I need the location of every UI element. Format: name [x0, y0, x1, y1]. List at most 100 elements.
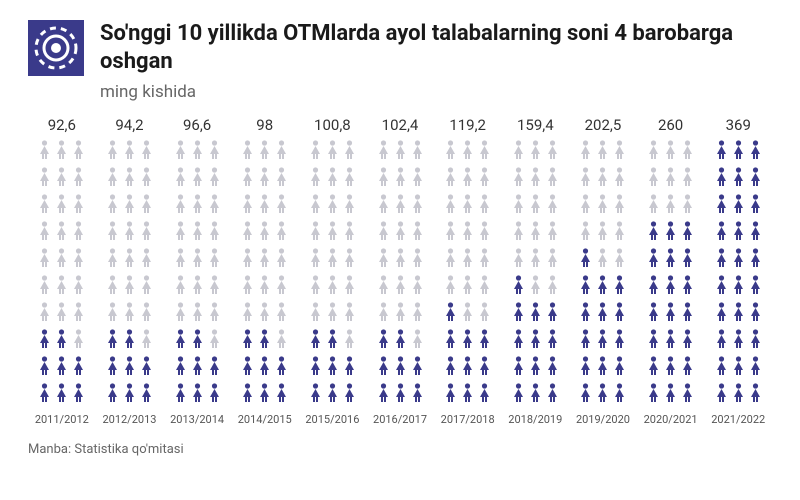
person-icon — [106, 221, 119, 245]
icon-grid — [512, 140, 559, 407]
person-icon — [191, 383, 204, 407]
person-icon — [478, 194, 491, 218]
person-icon — [512, 194, 525, 218]
person-icon — [38, 383, 51, 407]
person-icon — [596, 248, 609, 272]
person-icon — [377, 383, 390, 407]
person-icon — [664, 248, 677, 272]
person-icon — [326, 275, 339, 299]
person-icon — [241, 248, 254, 272]
person-icon — [72, 275, 85, 299]
person-icon — [461, 275, 474, 299]
value-label: 159,4 — [517, 116, 554, 134]
person-icon — [55, 356, 68, 380]
person-icon — [55, 167, 68, 191]
person-icon — [478, 356, 491, 380]
person-icon — [478, 140, 491, 164]
person-icon — [596, 221, 609, 245]
person-icon — [715, 383, 728, 407]
person-icon — [123, 383, 136, 407]
person-icon — [343, 167, 356, 191]
chart-column: 98 2014/2015 — [233, 116, 297, 426]
person-icon — [529, 167, 542, 191]
person-icon — [106, 329, 119, 353]
person-icon — [174, 383, 187, 407]
person-icon — [394, 194, 407, 218]
person-icon — [72, 329, 85, 353]
year-label: 2018/2019 — [508, 413, 562, 426]
person-icon — [444, 383, 457, 407]
person-icon — [732, 329, 745, 353]
person-icon — [174, 221, 187, 245]
person-icon — [579, 329, 592, 353]
person-icon — [241, 302, 254, 326]
person-icon — [394, 221, 407, 245]
person-icon — [681, 329, 694, 353]
header: So'nggi 10 yillikda OTMlarda ayol talaba… — [28, 20, 772, 76]
icon-grid — [444, 140, 491, 407]
person-icon — [444, 221, 457, 245]
person-icon — [55, 140, 68, 164]
person-icon — [732, 140, 745, 164]
person-icon — [647, 221, 660, 245]
person-icon — [461, 383, 474, 407]
person-icon — [55, 194, 68, 218]
person-icon — [258, 140, 271, 164]
person-icon — [38, 221, 51, 245]
person-icon — [140, 221, 153, 245]
icon-grid — [579, 140, 626, 407]
person-icon — [140, 167, 153, 191]
year-label: 2017/2018 — [441, 413, 495, 426]
person-icon — [579, 302, 592, 326]
person-icon — [579, 194, 592, 218]
person-icon — [613, 302, 626, 326]
person-icon — [343, 275, 356, 299]
year-label: 2014/2015 — [238, 413, 292, 426]
person-icon — [461, 302, 474, 326]
person-icon — [38, 329, 51, 353]
person-icon — [275, 383, 288, 407]
person-icon — [174, 167, 187, 191]
person-icon — [106, 275, 119, 299]
person-icon — [377, 248, 390, 272]
year-label: 2013/2014 — [170, 413, 224, 426]
person-icon — [377, 221, 390, 245]
person-icon — [529, 329, 542, 353]
person-icon — [512, 221, 525, 245]
person-icon — [512, 302, 525, 326]
year-label: 2011/2012 — [35, 413, 89, 426]
person-icon — [106, 248, 119, 272]
person-icon — [749, 329, 762, 353]
person-icon — [174, 275, 187, 299]
person-icon — [275, 302, 288, 326]
chart-column: 96,62013/2014 — [165, 116, 229, 426]
chart-column: 102,42016/2017 — [368, 116, 432, 426]
person-icon — [546, 275, 559, 299]
person-icon — [275, 194, 288, 218]
person-icon — [326, 383, 339, 407]
person-icon — [461, 194, 474, 218]
person-icon — [326, 356, 339, 380]
person-icon — [596, 329, 609, 353]
person-icon — [140, 302, 153, 326]
person-icon — [579, 275, 592, 299]
person-icon — [613, 140, 626, 164]
person-icon — [478, 302, 491, 326]
value-label: 202,5 — [585, 116, 622, 134]
person-icon — [681, 356, 694, 380]
person-icon — [529, 275, 542, 299]
person-icon — [174, 248, 187, 272]
person-icon — [681, 167, 694, 191]
person-icon — [241, 140, 254, 164]
person-icon — [258, 329, 271, 353]
person-icon — [715, 167, 728, 191]
person-icon — [309, 356, 322, 380]
value-label: 100,8 — [314, 116, 351, 134]
person-icon — [394, 275, 407, 299]
person-icon — [478, 275, 491, 299]
person-icon — [461, 140, 474, 164]
person-icon — [411, 248, 424, 272]
value-label: 98 — [256, 116, 273, 134]
person-icon — [258, 167, 271, 191]
person-icon — [444, 167, 457, 191]
